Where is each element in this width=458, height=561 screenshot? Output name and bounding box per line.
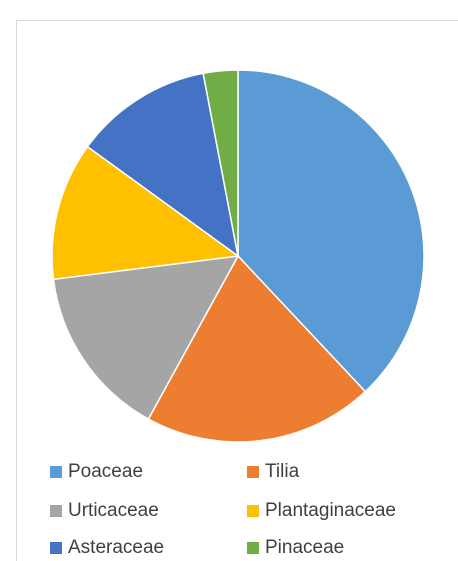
legend-label: Urticaceae	[68, 500, 159, 521]
legend-swatch	[50, 505, 62, 517]
legend-swatch	[247, 505, 259, 517]
legend-swatch	[50, 466, 62, 478]
legend-label: Plantaginaceae	[265, 500, 396, 521]
pie-slice	[237, 69, 425, 393]
pie-slice	[202, 69, 239, 257]
pie-slice	[52, 255, 240, 421]
legend-label: Poaceae	[68, 461, 143, 482]
legend-label: Asteraceae	[68, 537, 164, 558]
legend-swatch	[247, 466, 259, 478]
legend-swatch	[247, 542, 259, 554]
pie-slice	[51, 145, 240, 281]
pie-slice	[147, 254, 367, 443]
legend-swatch	[50, 542, 62, 554]
legend-label: Pinaceae	[265, 537, 344, 558]
pie-slice	[86, 72, 240, 258]
legend-label: Tilia	[265, 461, 300, 482]
